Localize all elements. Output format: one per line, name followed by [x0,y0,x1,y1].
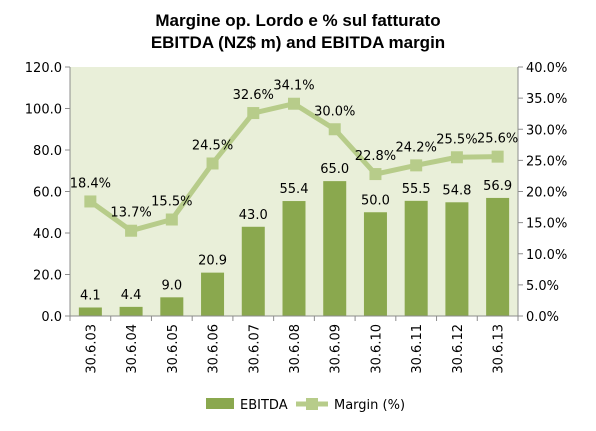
ebitda-bar-label: 54.8 [442,183,471,198]
x-tick-label: 30.6.11 [410,324,425,374]
legend-label-ebitda: EBITDA [240,398,288,413]
x-tick-label: 30.6.04 [125,324,140,374]
x-tick-label: 30.6.07 [247,324,262,374]
margin-point [247,107,260,120]
margin-point [410,159,423,172]
margin-line-layer: 18.4% 13.7%15.5% 24.5% 32.6%34.1%30.0% 22.8%… [70,79,518,237]
x-tick-label: 30.6.05 [166,324,181,374]
y-left-tick-label: 80.0 [33,144,62,159]
legend-swatch-margin-marker [306,398,318,410]
ebitda-bar-label: 4.4 [121,288,142,303]
ebitda-bar [486,197,510,316]
chart-title: Margine op. Lordo e % sul fatturato [155,11,441,30]
ebitda-bar [363,212,387,316]
x-tick-label: 30.6.10 [369,324,384,374]
margin-point [491,150,504,163]
ebitda-bar [78,307,102,316]
y-right-tick-label: 40.0% [526,61,567,76]
margin-label: 18.4% [70,176,111,191]
y-left-tick-label: 20.0 [33,269,62,284]
margin-label: 34.1% [273,79,314,94]
margin-point [369,168,382,181]
margin-point [165,213,178,226]
x-tick-label: 30.6.09 [329,324,344,374]
y-right-tick-label: 10.0% [526,248,567,263]
margin-point [125,224,138,237]
y-left-tick-label: 60.0 [33,186,62,201]
chart-subtitle: EBITDA (NZ$ m) and EBITDA margin [150,33,446,52]
margin-label: 30.0% [314,104,355,119]
margin-label: 32.6% [233,88,274,103]
ebitda-bar [119,306,143,316]
margin-point [450,151,463,164]
x-tick-label: 30.6.08 [288,324,303,374]
ebitda-bar [201,272,225,316]
legend-label-margin: Margin (%) [334,398,405,413]
y-right-tick-label: 25.0% [526,154,567,169]
ebitda-bars: 4.1 4.4 9.0 20.9 43.0 55.4 65.0 50.0 55.5 54.8 56.… [78,162,512,316]
margin-label: 15.5% [151,195,192,210]
margin-point [328,123,341,136]
y-left-tick-label: 100.0 [25,103,62,118]
margin-point [288,97,300,110]
x-tick-label: 30.6.13 [492,324,507,374]
ebitda-bar-label: 20.9 [198,254,227,269]
legend-swatch-ebitda [206,398,234,409]
x-tick-label: 30.6.06 [207,324,222,374]
margin-point [206,157,219,170]
ebitda-bar-label: 4.1 [80,288,101,303]
ebitda-bar [241,226,265,316]
x-tick-label: 30.6.03 [84,324,99,374]
ebitda-bar-label: 43.0 [239,208,268,223]
margin-label: 25.5% [436,132,477,147]
margin-label: 13.7% [110,206,151,221]
ebitda-bar [282,201,306,316]
y-right-tick-label: 35.0% [526,92,567,107]
ebitda-bar-label: 9.0 [161,278,182,293]
y-left-tick-label: 120.0 [25,61,62,76]
y-left-tick-label: 0.0 [41,310,62,325]
axes: 0.0 20.0 40.0 60.0 80.0 100.0 120.0 0.0% 5.0% 10.… [25,61,568,374]
margin-label: 22.8% [355,149,396,164]
ebitda-bar-label: 50.0 [361,193,390,208]
y-right-tick-label: 15.0% [526,217,567,232]
margin-label: 24.2% [396,140,437,155]
y-right-tick-label: 30.0% [526,123,567,138]
ebitda-bar [160,297,184,316]
margin-label: 25.6% [477,132,518,147]
legend: EBITDA Margin (%) [206,398,405,413]
y-right-tick-label: 5.0% [526,279,559,294]
ebitda-bar-label: 55.4 [280,182,309,197]
chart-title-block: Margine op. Lordo e % sul fatturato EBIT… [0,10,596,54]
ebitda-bar-label: 55.5 [402,182,431,197]
y-right-tick-label: 0.0% [526,310,559,325]
ebitda-bar [404,200,428,316]
margin-point [84,195,97,208]
x-tick-label: 30.6.12 [451,324,466,374]
margin-label: 24.5% [192,138,233,153]
ebitda-bar [323,181,347,316]
ebitda-bar-label: 65.0 [320,162,349,177]
ebitda-bar-label: 56.9 [483,179,512,194]
y-right-tick-label: 20.0% [526,186,567,201]
y-left-tick-label: 40.0 [33,227,62,242]
ebitda-bar [445,202,469,316]
